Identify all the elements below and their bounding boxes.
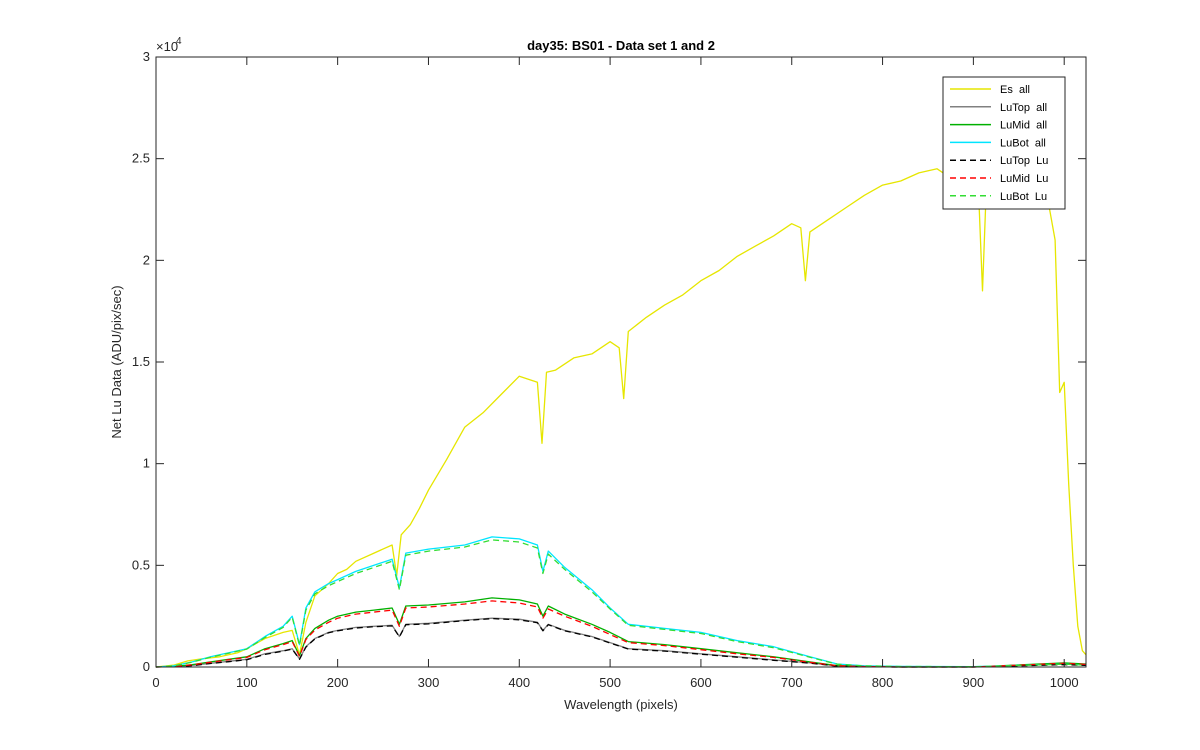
legend-label: LuBot Lu — [1000, 191, 1047, 203]
x-axis-ticks: 0 100 200 300 400 500 600 700 800 900 1000 — [152, 57, 1079, 690]
x-tick-label: 500 — [599, 675, 621, 690]
legend-label: LuTop all — [1000, 102, 1047, 114]
x-tick-label: 300 — [418, 675, 440, 690]
series-line-lutop-lu — [155, 617, 1087, 668]
y-tick-label: 0.5 — [132, 557, 150, 572]
y-tick-label: 0 — [143, 659, 150, 674]
chart-title: day35: BS01 - Data set 1 and 2 — [527, 38, 715, 53]
series-line-lubot-lu — [155, 539, 1087, 668]
series-line-lumid-lu — [155, 600, 1087, 668]
x-tick-label: 1000 — [1050, 675, 1079, 690]
legend-label: LuBot all — [1000, 137, 1046, 149]
y-exponent-base: ×10 — [156, 39, 178, 54]
x-tick-label: 600 — [690, 675, 712, 690]
y-exponent-power: 4 — [176, 36, 182, 47]
x-axis-label: Wavelength (pixels) — [564, 697, 678, 712]
x-tick-label: 0 — [152, 675, 159, 690]
legend-label: LuTop Lu — [1000, 155, 1048, 167]
y-tick-label: 1.5 — [132, 354, 150, 369]
series-layer — [155, 162, 1087, 668]
x-tick-label: 700 — [781, 675, 803, 690]
y-tick-label: 3 — [143, 49, 150, 64]
y-tick-label: 2.5 — [132, 151, 150, 166]
series-line-lubot-all — [155, 536, 1087, 668]
y-axis-label: Net Lu Data (ADU/pix/sec) — [109, 285, 124, 438]
legend-label: LuMid all — [1000, 120, 1047, 132]
legend-label: Es all — [1000, 84, 1030, 96]
y-tick-label: 2 — [143, 252, 150, 267]
x-tick-label: 100 — [236, 675, 258, 690]
x-tick-label: 900 — [963, 675, 985, 690]
legend-label: LuMid Lu — [1000, 173, 1048, 185]
y-axis-ticks: 0 0.5 1 1.5 2 2.5 3 — [132, 49, 1086, 674]
legend: Es all LuTop all LuMid all LuBot all LuTop L… — [942, 76, 1066, 210]
y-tick-label: 1 — [143, 456, 150, 471]
x-tick-label: 200 — [327, 675, 349, 690]
x-tick-label: 400 — [508, 675, 530, 690]
y-exponent-label: ×10 4 — [156, 36, 182, 54]
x-tick-label: 800 — [872, 675, 894, 690]
